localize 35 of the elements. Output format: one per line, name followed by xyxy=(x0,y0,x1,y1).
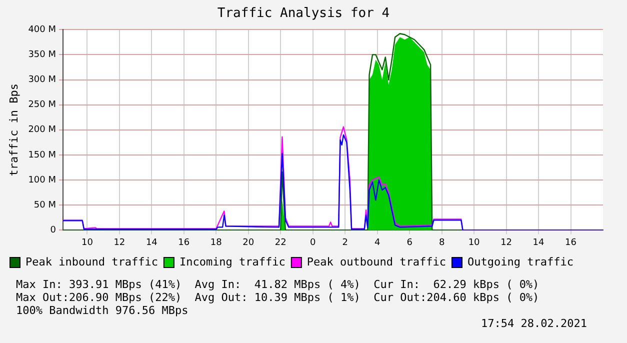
x-tick-label: 14 xyxy=(532,238,545,248)
x-tick-label: 20 xyxy=(242,238,254,248)
text: 100% Bandwidth 976.56 MBps xyxy=(16,304,190,317)
x-tick-label: 16 xyxy=(178,238,190,248)
y-tick-label: 350 M xyxy=(28,50,56,60)
y-tick-label: 150 M xyxy=(28,150,56,160)
x-tick-label: 0 xyxy=(310,238,316,248)
x-tick-label: 4 xyxy=(374,238,380,248)
x-tick-label: 12 xyxy=(500,238,512,248)
legend-label: Peak outbound traffic xyxy=(306,255,446,268)
x-tick-label: 10 xyxy=(81,238,94,248)
x-tick-label: 10 xyxy=(468,238,480,248)
legend-label: Peak inbound traffic xyxy=(26,255,158,268)
x-tick-label: 12 xyxy=(114,238,126,248)
y-tick-label: 100 M xyxy=(28,175,56,186)
y-tick-label: 0 xyxy=(50,226,56,236)
legend-label: Incoming traffic xyxy=(179,255,286,268)
chart-title: Traffic Analysis for 4 xyxy=(217,6,390,22)
x-tick-label: 6 xyxy=(406,238,413,248)
x-tick-label: 2 xyxy=(342,238,348,248)
text: 17:54 28.02.2021 xyxy=(480,317,588,330)
x-tick-label: 22 xyxy=(274,238,286,248)
x-tick-label: 14 xyxy=(146,238,158,248)
y-tick-label: 300 M xyxy=(28,75,56,86)
x-tick-label: 18 xyxy=(210,238,222,248)
y-tick-label: 400 M xyxy=(28,24,56,35)
text: Max In: 393.91 MBps (41%) Avg In: 41.82 MBps ( 4%) Cur In: 62.29 kBps ( 0%) xyxy=(16,278,540,291)
y-tick-label: 200 M xyxy=(28,125,56,136)
x-tick-label: 16 xyxy=(565,238,577,248)
text: Max Out:206.90 MBps (22%) Avg Out: 10.39 MBps ( 1%) Cur Out:204.60 kBps ( 0%) xyxy=(16,291,540,304)
y-axis-title: traffic in Bps xyxy=(7,84,20,176)
y-tick-label: 250 M xyxy=(28,100,56,110)
y-tick-label: 50 M xyxy=(34,200,56,210)
x-tick-label: 8 xyxy=(438,238,445,248)
legend-label: Outgoing traffic xyxy=(467,255,574,268)
